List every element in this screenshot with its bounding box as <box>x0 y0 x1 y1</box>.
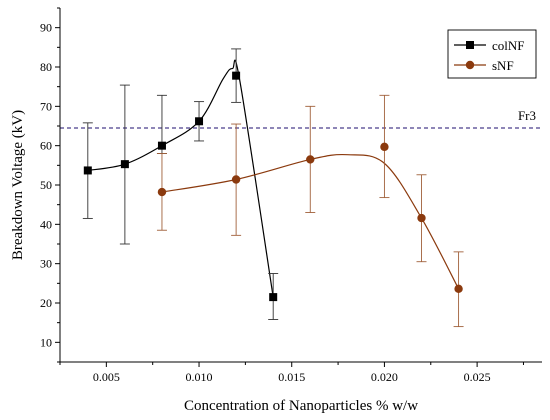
x-tick-label: 0.025 <box>464 370 491 384</box>
legend: colNF sNF <box>447 29 537 79</box>
y-tick-label: 70 <box>40 99 52 113</box>
y-tick-label: 20 <box>40 296 52 310</box>
data-point-colnf <box>195 117 204 126</box>
legend-label-snf: sNF <box>492 58 514 73</box>
y-tick-label: 40 <box>40 217 52 231</box>
legend-marker-colnf <box>466 41 474 49</box>
reference-line-group: Fr3 <box>60 108 542 129</box>
y-tick-label: 60 <box>40 139 52 153</box>
data-points <box>83 71 463 302</box>
x-tick-label: 0.010 <box>186 370 213 384</box>
x-tick-label: 0.005 <box>93 370 120 384</box>
data-point-snf <box>231 175 241 184</box>
axes: 10 20 30 40 50 60 70 80 90 0.005 0.010 0.015 0.020 0.… <box>10 7 542 414</box>
legend-marker-snf <box>465 60 475 70</box>
legend-label-colnf: colNF <box>492 38 525 53</box>
data-point-colnf <box>232 71 241 80</box>
x-axis-title: Concentration of Nanoparticles % w/w <box>184 398 418 414</box>
y-axis-title: Breakdown Voltage (kV) <box>10 110 26 260</box>
legend-box <box>447 29 537 79</box>
data-point-colnf <box>83 166 92 175</box>
data-point-snf <box>380 142 389 152</box>
y-tick-label: 50 <box>40 178 52 192</box>
y-tick-label: 10 <box>40 335 52 349</box>
data-point-snf <box>417 213 426 223</box>
data-point-snf <box>306 155 315 164</box>
y-tick-label: 80 <box>40 60 52 74</box>
reference-line-label: Fr3 <box>518 108 536 123</box>
series-line-colnf <box>87 59 274 298</box>
data-point-snf <box>454 284 463 294</box>
x-tick-label: 0.015 <box>278 370 305 384</box>
data-point-colnf <box>120 160 129 169</box>
x-tick-label: 0.020 <box>371 370 398 384</box>
data-point-snf <box>157 187 167 197</box>
y-tick-label: 90 <box>40 21 52 35</box>
y-tick-label: 30 <box>40 257 52 271</box>
data-point-colnf <box>157 141 166 150</box>
data-point-colnf <box>269 293 278 302</box>
